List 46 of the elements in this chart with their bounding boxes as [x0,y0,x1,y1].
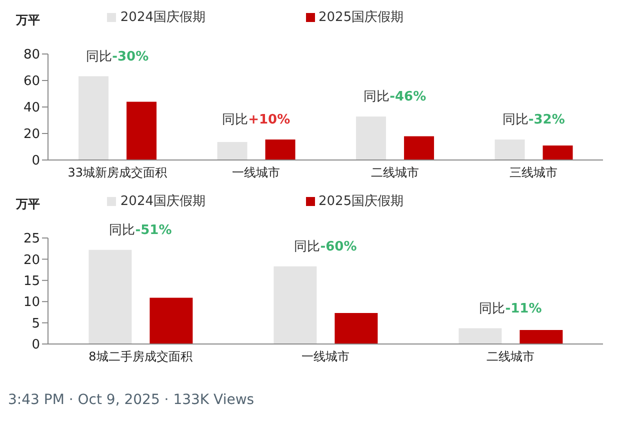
y-tick-label: 40 [23,100,40,116]
annotation: 同比-46% [364,90,426,105]
legend-label: 2025国庆假期 [318,194,404,209]
annotation: 同比-11% [479,301,542,316]
y-tick-label: 20 [23,127,40,142]
y-tick-label: 15 [23,274,40,290]
annotation: 同比-30% [86,49,149,64]
y-tick-label: 80 [23,48,40,63]
bar [458,328,502,344]
y-tick-label: 25 [23,232,40,247]
bar [88,250,132,344]
bar [494,139,525,160]
y-tick-label: 5 [32,316,40,332]
bar [274,266,317,344]
y-tick-label: 0 [32,154,40,169]
text: 3:43 PM · Oct 9, 2025 · 133K Views [8,392,256,408]
y-tick-label: 20 [23,252,40,268]
bar [217,142,248,160]
bar [78,76,109,160]
x-tick-label: 33城新房成交面积 [68,166,168,180]
bar [356,116,386,160]
annotation: 同比-32% [502,112,565,128]
x-tick-label: 三线城市 [510,166,558,180]
bar [334,313,378,344]
y-tick-label: 60 [23,74,40,90]
legend-label: 2024国庆假期 [120,10,206,25]
x-tick-label: 一线城市 [302,350,350,364]
y-tick-label: 10 [23,295,40,310]
bar [404,136,434,160]
x-tick-label: 一线城市 [232,166,280,180]
bar [265,139,296,160]
y-axis-title: 万平 [16,12,40,29]
x-tick-label: 8城二手房成交面积 [88,350,192,364]
text: 同比-51% [109,222,172,238]
legend-label: 2024国庆假期 [120,194,206,209]
x-tick-label: 二线城市 [370,166,419,180]
annotation: 同比+10% [222,112,290,128]
bar [520,330,563,344]
bar [542,146,573,160]
x-tick-label: 二线城市 [486,350,534,364]
y-tick-label: 0 [32,338,40,353]
bar [150,298,193,344]
annotation: 同比-60% [294,239,357,254]
bar [126,102,157,160]
y-axis-title: 万平 [16,196,40,213]
legend-label: 2025国庆假期 [318,10,404,25]
